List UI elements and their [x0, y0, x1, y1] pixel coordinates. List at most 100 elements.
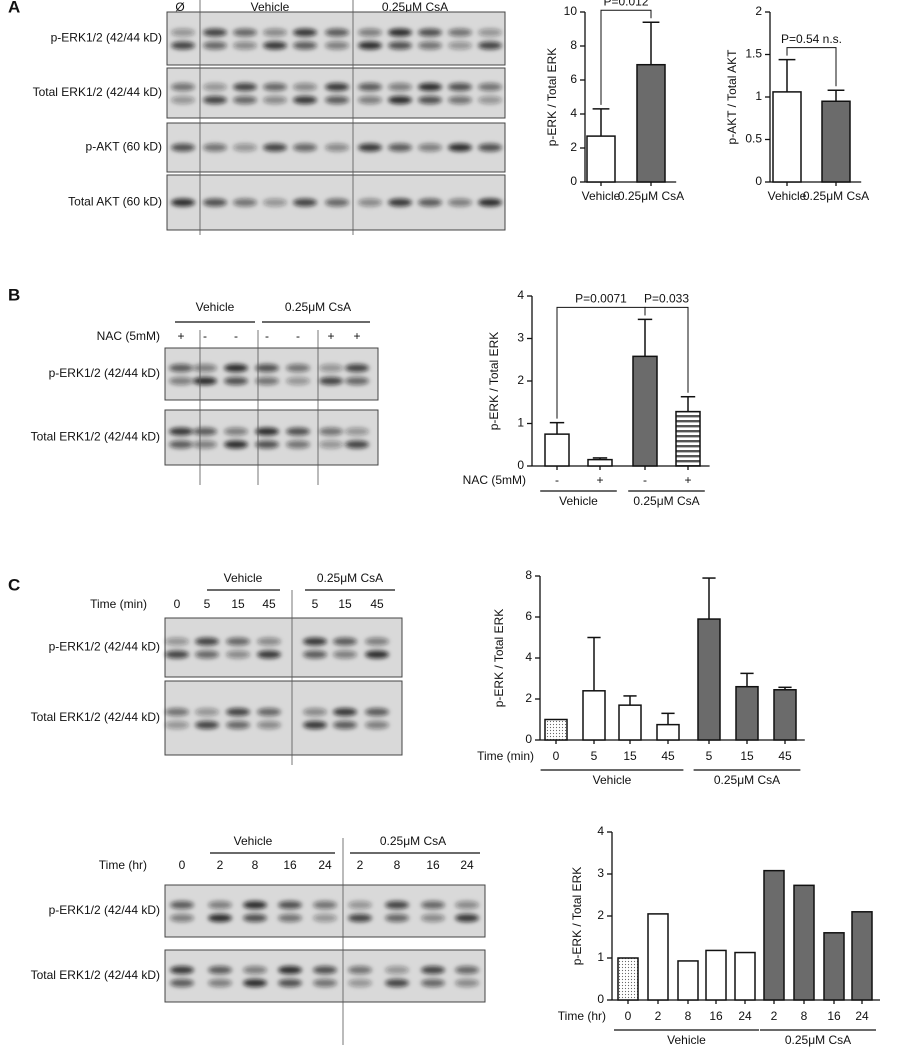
band — [358, 198, 382, 207]
band — [171, 198, 195, 207]
band — [171, 143, 195, 152]
x-tick-label: Vehicle — [582, 189, 621, 203]
band — [203, 96, 227, 104]
band — [455, 914, 479, 922]
band — [358, 83, 382, 91]
y-tick-label: 4 — [517, 288, 524, 302]
x-tick-label: 2 — [771, 1009, 778, 1023]
x-tick-label: 45 — [661, 749, 675, 763]
blot-image — [164, 949, 486, 1003]
band — [365, 637, 389, 646]
band — [293, 198, 317, 207]
bar — [793, 884, 815, 1001]
band — [358, 143, 382, 152]
lane-group-header: Vehicle — [196, 300, 235, 314]
band — [333, 650, 357, 659]
band — [226, 650, 250, 659]
bar — [618, 704, 642, 741]
band — [448, 41, 472, 50]
band — [293, 41, 317, 50]
band — [313, 901, 337, 909]
x-row-label: Time (hr) — [558, 1009, 606, 1023]
band — [263, 198, 287, 207]
y-tick-label: 8 — [570, 38, 577, 52]
x-tick-label: + — [684, 473, 691, 487]
panel-label: B — [8, 285, 20, 304]
x-tick-label: 15 — [740, 749, 754, 763]
band — [358, 28, 382, 37]
band — [319, 440, 343, 449]
row-label: Total ERK1/2 (42/44 kD) — [31, 968, 160, 982]
band — [263, 96, 287, 104]
group-label: Vehicle — [593, 773, 632, 787]
significance-bracket — [600, 9, 652, 105]
band — [448, 198, 472, 207]
bar — [544, 718, 568, 741]
y-tick-label: 0 — [525, 732, 532, 746]
row-label: p-ERK1/2 (42/44 kD) — [49, 640, 160, 654]
row-label: p-ERK1/2 (42/44 kD) — [49, 903, 160, 917]
band — [193, 427, 217, 436]
band — [303, 708, 327, 716]
band — [448, 96, 472, 104]
band — [455, 966, 479, 974]
band — [203, 198, 227, 207]
band — [263, 41, 287, 50]
band — [171, 41, 195, 50]
band — [448, 28, 472, 37]
lane-tick: - — [234, 329, 238, 343]
band — [243, 901, 267, 909]
significance-label: P=0.0071 — [575, 292, 627, 306]
row-label: p-ERK1/2 (42/44 kD) — [49, 366, 160, 380]
lane-tick: 24 — [318, 858, 332, 872]
blot-bands — [165, 708, 389, 729]
band — [385, 966, 409, 974]
x-row-label: NAC (5mM) — [463, 473, 526, 487]
lane-label: Time (min) — [90, 597, 147, 611]
band — [325, 198, 349, 207]
band — [226, 708, 250, 716]
bar — [851, 911, 873, 1001]
band — [257, 637, 281, 646]
lane-tick: 5 — [204, 597, 211, 611]
band — [278, 914, 302, 922]
band — [345, 377, 369, 385]
band — [333, 721, 357, 729]
blot-bands — [170, 901, 479, 922]
bar — [773, 689, 797, 741]
band — [226, 721, 250, 729]
band — [455, 979, 479, 987]
y-tick-label: 2 — [517, 373, 524, 387]
x-tick-label: - — [643, 473, 647, 487]
band — [418, 41, 442, 50]
y-tick-label: 4 — [525, 650, 532, 664]
row-label: Total ERK1/2 (42/44 kD) — [31, 430, 160, 444]
group-label: 0.25μM CsA — [633, 494, 699, 508]
lane-label: Time (hr) — [99, 858, 147, 872]
y-axis-label: p-ERK / Total ERK — [487, 332, 501, 430]
x-tick-label: 8 — [801, 1009, 808, 1023]
lane-tick: 2 — [217, 858, 224, 872]
band — [233, 83, 257, 91]
band — [345, 427, 369, 436]
band — [418, 83, 442, 91]
x-tick-label: 5 — [591, 749, 598, 763]
band — [293, 28, 317, 37]
blot-image — [166, 11, 506, 66]
blot-bands — [171, 198, 502, 207]
blot-bands — [165, 637, 389, 659]
band — [170, 966, 194, 974]
lane-group-header: Vehicle — [234, 834, 273, 848]
bar — [705, 949, 727, 1001]
band — [195, 708, 219, 716]
band — [358, 41, 382, 50]
band — [303, 721, 327, 729]
band — [385, 914, 409, 922]
band — [286, 377, 310, 385]
blot-bands — [171, 143, 502, 152]
y-tick-label: 10 — [564, 4, 578, 18]
band — [208, 914, 232, 922]
band — [233, 198, 257, 207]
band — [388, 96, 412, 104]
